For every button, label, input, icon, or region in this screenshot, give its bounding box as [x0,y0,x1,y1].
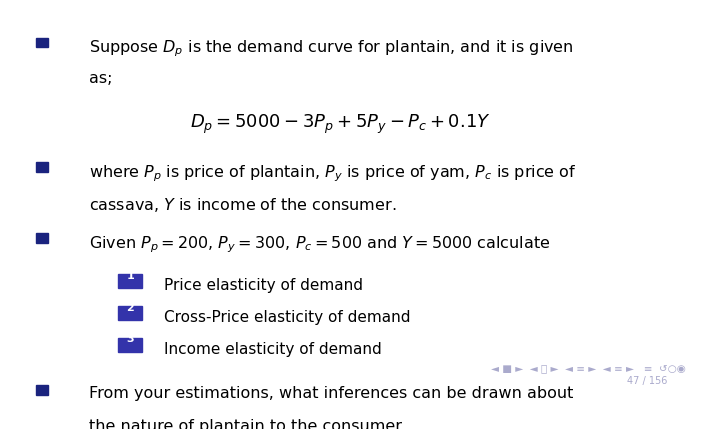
FancyBboxPatch shape [36,233,48,243]
FancyBboxPatch shape [118,274,143,288]
FancyBboxPatch shape [118,338,143,352]
Text: $D_p = 5000 - 3P_p + 5P_y - P_c + 0.1Y$: $D_p = 5000 - 3P_p + 5P_y - P_c + 0.1Y$ [190,113,491,136]
Text: 47 / 156: 47 / 156 [627,376,667,386]
FancyBboxPatch shape [36,163,48,172]
FancyBboxPatch shape [118,306,143,320]
Text: the nature of plantain to the consumer.: the nature of plantain to the consumer. [89,419,405,429]
Text: 3: 3 [126,334,134,344]
Text: Given $P_p = 200$, $P_y = 300$, $P_c = 500$ and $Y = 5000$ calculate: Given $P_p = 200$, $P_y = 300$, $P_c = 5… [89,234,550,255]
FancyBboxPatch shape [36,38,48,47]
Text: Cross-Price elasticity of demand: Cross-Price elasticity of demand [163,310,410,325]
Text: Income elasticity of demand: Income elasticity of demand [163,342,382,357]
Text: From your estimations, what inferences can be drawn about: From your estimations, what inferences c… [89,386,573,401]
Text: ◄ ■ ►  ◄  ►  ◄ ≡ ►  ◄ ≡ ►   ≡  ↺○◉: ◄ ■ ► ◄  ► ◄ ≡ ► ◄ ≡ ► ≡ ↺○◉ [490,363,685,373]
Text: 2: 2 [126,302,134,313]
Text: Suppose $D_p$ is the demand curve for plantain, and it is given: Suppose $D_p$ is the demand curve for pl… [89,38,573,59]
Text: Price elasticity of demand: Price elasticity of demand [163,278,363,293]
Text: where $P_p$ is price of plantain, $P_y$ is price of yam, $P_c$ is price of: where $P_p$ is price of plantain, $P_y$ … [89,163,576,184]
Text: as;: as; [89,71,112,86]
Text: 1: 1 [126,271,134,281]
Text: cassava, $Y$ is income of the consumer.: cassava, $Y$ is income of the consumer. [89,196,396,214]
FancyBboxPatch shape [36,386,48,395]
